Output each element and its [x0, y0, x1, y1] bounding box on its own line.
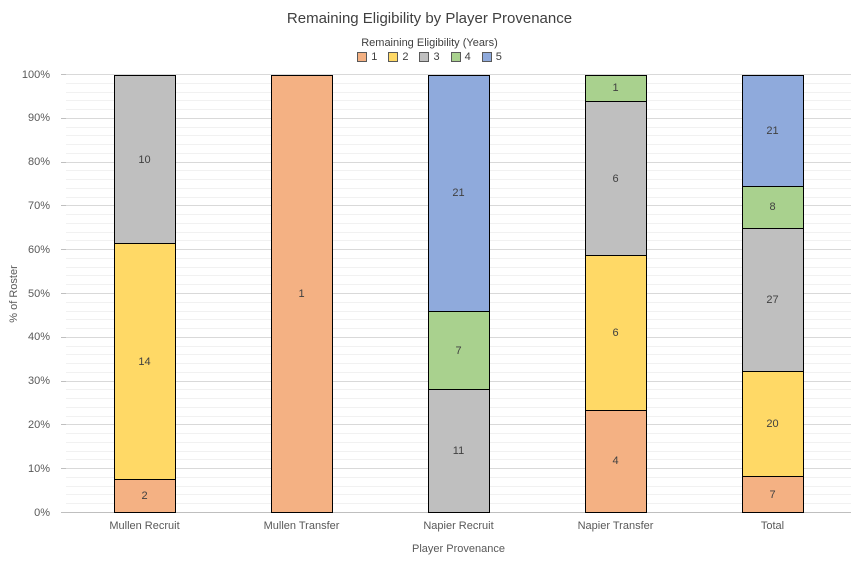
y-axis-tick-mark	[61, 380, 66, 382]
bar-segment: 10	[113, 75, 176, 244]
stacked-bar: 1	[270, 75, 333, 513]
y-axis-tick-label: 20%	[27, 418, 50, 431]
bar-segment: 21	[741, 75, 804, 186]
x-axis-category-label: Mullen Transfer	[263, 520, 340, 532]
segment-value-label: 4	[612, 455, 619, 468]
gridline	[66, 74, 851, 75]
segment-value-label: 14	[138, 355, 151, 368]
stacked-bar: 21 8 27 20 7	[741, 75, 804, 513]
x-axis-category-label: Mullen Recruit	[109, 520, 180, 532]
legend-entry-label: 4	[464, 51, 471, 63]
segment-value-label: 6	[612, 172, 619, 185]
bar-slot: 10 14 2	[66, 75, 223, 513]
y-axis-tick-mark	[61, 161, 66, 163]
bar-segment: 4	[584, 409, 647, 513]
x-axis-category-label: Napier Transfer	[577, 520, 654, 532]
bar-segment: 7	[741, 476, 804, 513]
y-axis-tick-label: 100%	[21, 68, 50, 81]
legend-title: Remaining Eligibility (Years)	[361, 37, 498, 49]
bar-segment: 2	[113, 479, 176, 513]
segment-value-label: 1	[298, 288, 305, 300]
bar-segment: 14	[113, 243, 176, 480]
legend-swatch-icon	[450, 52, 461, 62]
bar-segment: 6	[584, 100, 647, 256]
bars-container: 10 14 2 1 21 7 11 1 6 6 4 21 8 27 20 7	[66, 75, 851, 513]
segment-value-label: 20	[766, 417, 779, 430]
y-axis-tick-label: 0%	[34, 506, 50, 519]
legend-entry-label: 1	[371, 51, 378, 63]
segment-value-label: 7	[455, 344, 462, 357]
bar-segment: 6	[584, 255, 647, 410]
legend-swatch-icon	[388, 52, 399, 62]
bar-segment: 20	[741, 370, 804, 477]
y-axis: 0% 10% 20% 30% 40% 50% 60% 70% 80% 90% 100%	[0, 69, 60, 519]
segment-value-label: 27	[766, 293, 779, 306]
segment-value-label: 8	[769, 201, 776, 214]
x-axis-category-label: Total	[760, 520, 785, 532]
y-axis-tick-label: 80%	[27, 156, 50, 169]
y-axis-tick-label: 90%	[27, 112, 50, 125]
plot-area: 10 14 2 1 21 7 11 1 6 6 4 21 8 27 20 7	[61, 74, 851, 513]
x-axis-category-label: Napier Recruit	[423, 520, 494, 532]
bar-slot: 1	[223, 75, 380, 513]
legend-swatch-icon	[357, 52, 368, 62]
segment-value-label: 1	[612, 82, 619, 95]
y-axis-tick-label: 40%	[27, 331, 50, 344]
chart-title: Remaining Eligibility by Player Provenan…	[286, 10, 573, 27]
y-axis-tick-label: 70%	[27, 199, 50, 212]
x-axis: Mullen Recruit Mullen Transfer Napier Recr…	[66, 520, 851, 532]
legend-entry: 3	[419, 51, 440, 63]
bar-segment: 8	[741, 185, 804, 229]
bar-segment: 1	[270, 75, 333, 513]
y-axis-tick-mark	[61, 74, 66, 75]
segment-value-label: 10	[138, 153, 151, 166]
segment-value-label: 6	[612, 327, 619, 340]
bar-segment: 7	[427, 310, 490, 390]
stacked-bar: 10 14 2	[113, 75, 176, 513]
segment-value-label: 7	[769, 488, 776, 501]
bar-segment: 21	[427, 75, 490, 311]
legend: 1 2 3 4 5	[0, 51, 859, 63]
bar-segment: 11	[427, 389, 490, 513]
y-axis-tick-label: 10%	[27, 462, 50, 475]
y-axis-tick-mark	[61, 117, 66, 119]
y-axis-tick-label: 50%	[27, 287, 50, 300]
segment-value-label: 11	[452, 445, 465, 458]
y-axis-tick-mark	[61, 293, 66, 294]
y-axis-tick-label: 30%	[27, 375, 50, 388]
segment-value-label: 21	[766, 124, 779, 137]
bar-segment: 1	[584, 75, 647, 101]
legend-swatch-icon	[419, 52, 430, 62]
segment-value-label: 21	[452, 187, 465, 200]
y-axis-tick-mark	[61, 336, 66, 338]
y-axis-tick-mark	[61, 424, 66, 426]
y-axis-tick-label: 60%	[27, 243, 50, 256]
legend-swatch-icon	[481, 52, 492, 62]
y-axis-tick-mark	[61, 512, 66, 513]
y-axis-tick-mark	[61, 205, 66, 207]
legend-entry: 1	[357, 51, 377, 63]
legend-entry-label: 2	[402, 51, 409, 63]
bar-segment: 27	[741, 228, 804, 371]
legend-entry-label: 3	[433, 51, 440, 63]
bar-slot: 21 8 27 20 7	[694, 75, 851, 513]
x-axis-title: Player Provenance	[412, 543, 505, 555]
legend-entry: 4	[450, 51, 471, 63]
legend-entry-label: 5	[495, 51, 502, 63]
legend-entry: 2	[388, 51, 408, 63]
y-axis-tick-mark	[61, 468, 66, 470]
stacked-bar: 21 7 11	[427, 75, 490, 513]
bar-slot: 21 7 11	[380, 75, 537, 513]
segment-value-label: 2	[141, 490, 148, 503]
y-axis-tick-mark	[61, 249, 66, 251]
legend-entry: 5	[481, 51, 502, 63]
